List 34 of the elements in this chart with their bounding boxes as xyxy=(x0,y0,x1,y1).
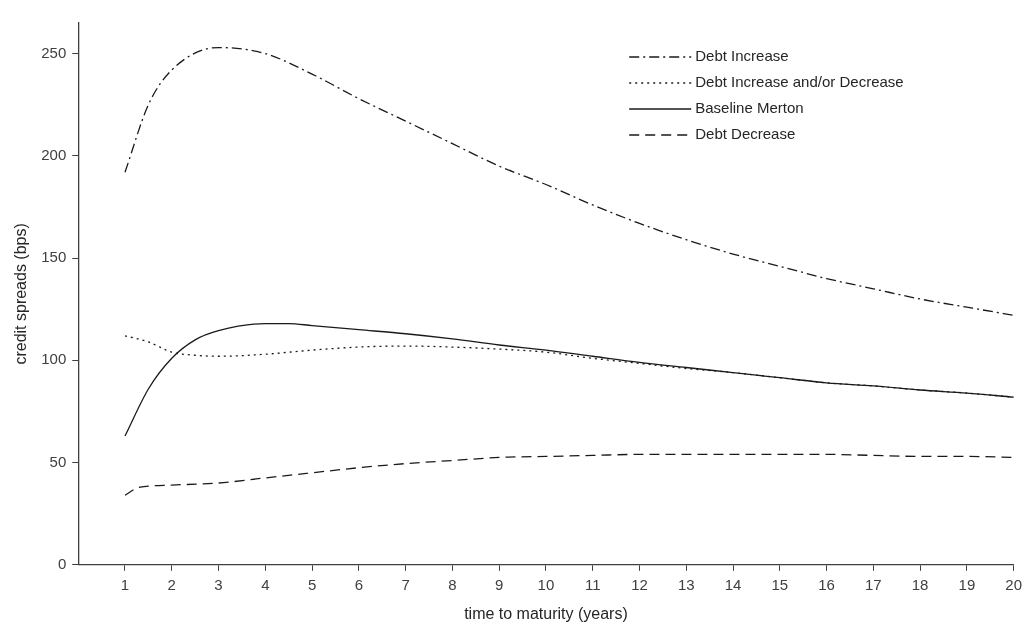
legend-label: Debt Increase and/or Decrease xyxy=(695,73,904,91)
x-tick-label: 12 xyxy=(631,575,648,593)
x-tick-label: 4 xyxy=(261,575,270,593)
x-tick-label: 19 xyxy=(958,575,976,593)
x-tick-label: 3 xyxy=(214,575,223,593)
x-tick-label: 7 xyxy=(401,575,410,593)
x-tick-label: 8 xyxy=(448,575,457,593)
x-tick-label: 6 xyxy=(354,575,364,593)
legend-label: Debt Decrease xyxy=(695,125,796,143)
x-tick-label: 16 xyxy=(818,575,835,593)
x-tick-label: 17 xyxy=(865,575,882,593)
y-tick-label: 200 xyxy=(41,146,67,164)
y-tick-label: 150 xyxy=(41,248,67,266)
legend-label: Baseline Merton xyxy=(695,99,804,117)
legend-label: Debt Increase xyxy=(695,47,789,65)
x-tick-label: 1 xyxy=(120,575,130,593)
x-tick-label: 11 xyxy=(584,575,601,593)
y-tick-label: 0 xyxy=(57,554,67,572)
x-tick-label: 15 xyxy=(771,575,789,593)
x-tick-label: 14 xyxy=(724,575,742,593)
x-tick-label: 10 xyxy=(537,575,555,593)
y-tick-label: 50 xyxy=(49,452,67,470)
x-tick-label: 2 xyxy=(167,575,176,593)
y-tick-label: 100 xyxy=(41,350,67,368)
x-tick-label: 9 xyxy=(495,575,504,593)
y-axis-title: credit spreads (bps) xyxy=(12,223,30,365)
line-series xyxy=(124,453,1014,496)
x-tick-label: 5 xyxy=(307,575,317,593)
line-series xyxy=(124,46,1014,317)
x-tick-label: 18 xyxy=(911,575,929,593)
x-tick-label: 20 xyxy=(1005,575,1022,593)
x-tick-label: 13 xyxy=(677,575,695,593)
y-tick-label: 250 xyxy=(41,43,67,61)
x-axis-title: time to maturity (years) xyxy=(464,604,628,622)
